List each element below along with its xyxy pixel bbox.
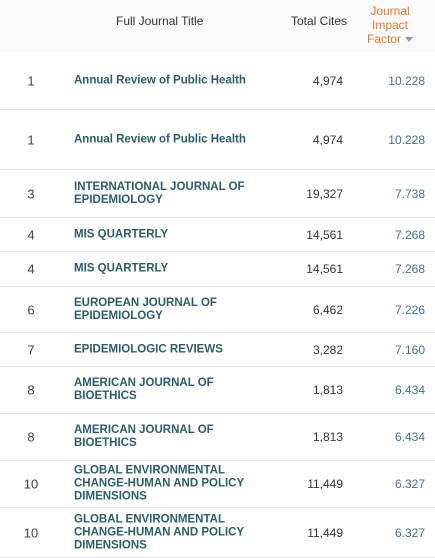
- total-cites: 4,974: [312, 132, 343, 147]
- journal-title[interactable]: EPIDEMIOLOGIC REVIEWS: [74, 343, 223, 355]
- impact-factor: 6.327: [394, 477, 425, 491]
- impact-factor: 6.434: [394, 383, 425, 397]
- rank: 4: [27, 261, 35, 277]
- table-row: 1 Annual Review of Public Health 4,974 10.2…: [0, 110, 435, 170]
- rank: 3: [27, 186, 35, 201]
- journal-title[interactable]: MIS QUARTERLY: [74, 228, 169, 240]
- impact-factor: 7.226: [394, 302, 425, 317]
- total-cites: 3,282: [312, 342, 343, 357]
- impact-factor: 6.327: [394, 525, 425, 540]
- table-row: 8 AMERICAN JOURNAL OF BIOETHICS 1,813 6.434: [0, 367, 435, 414]
- column-header[interactable]: Full Journal Title: [116, 14, 204, 28]
- journal-title[interactable]: INTERNATIONAL JOURNAL OF EPIDEMIOLOGY: [74, 180, 245, 206]
- column-header-text[interactable]: Journal Impact Factor: [366, 4, 410, 46]
- sort-arrow[interactable]: [405, 37, 413, 43]
- table-row: 10 GLOBAL ENVIRONMENTAL CHANGE-HUMAN AND …: [0, 461, 435, 508]
- table-row: 4 MIS QUARTERLY 14,561 7.268: [0, 252, 435, 287]
- rank: 1: [27, 73, 35, 88]
- total-cites: 11,449: [307, 525, 343, 540]
- impact-factor: 7.160: [394, 342, 425, 357]
- journal-title[interactable]: GLOBAL ENVIRONMENTAL CHANGE-HUMAN AND PO…: [74, 464, 244, 503]
- impact-factor: 6.434: [394, 430, 425, 444]
- rank: 10: [23, 476, 39, 492]
- impact-factor: 7.738: [394, 186, 425, 201]
- rank: 7: [27, 342, 35, 357]
- rank: 10: [23, 525, 39, 540]
- impact-factor: 10.228: [388, 132, 425, 147]
- rank: 8: [27, 382, 35, 398]
- table-row: 7 EPIDEMIOLOGIC REVIEWS 3,282 7.160: [0, 333, 435, 367]
- impact-factor: 10.228: [388, 73, 425, 88]
- table-row: 1 Annual Review of Public Health 4,974 10.2…: [0, 52, 435, 110]
- rank: 8: [27, 429, 35, 445]
- total-cites: 19,327: [306, 186, 343, 201]
- journal-title[interactable]: AMERICAN JOURNAL OF BIOETHICS: [74, 377, 214, 402]
- impact-factor: 7.268: [394, 227, 425, 242]
- total-cites: 4,974: [312, 73, 343, 88]
- journal-title[interactable]: MIS QUARTERLY: [74, 262, 169, 275]
- column-header[interactable]: Total Cites: [290, 14, 347, 28]
- table-row: 6 EUROPEAN JOURNAL OF EPIDEMIOLOGY 6,462 7.…: [0, 287, 435, 333]
- total-cites: 1,813: [312, 430, 343, 444]
- total-cites: 11,449: [307, 477, 343, 491]
- total-cites: 14,561: [306, 227, 343, 242]
- impact-factor: 7.268: [394, 262, 425, 276]
- table-row: 4 MIS QUARTERLY 14,561 7.268: [0, 218, 435, 252]
- table-row: 10 GLOBAL ENVIRONMENTAL CHANGE-HUMAN AND …: [0, 508, 435, 558]
- rank: 6: [27, 302, 35, 317]
- journal-title[interactable]: Annual Review of Public Health: [74, 74, 246, 86]
- total-cites: 6,462: [312, 302, 343, 317]
- rank: 1: [27, 132, 35, 147]
- rank: 4: [27, 227, 35, 242]
- total-cites: 14,561: [306, 262, 343, 276]
- journal-title[interactable]: EUROPEAN JOURNAL OF EPIDEMIOLOGY: [74, 296, 217, 322]
- table-row: 3 INTERNATIONAL JOURNAL OF EPIDEMIOLOGY 19…: [0, 170, 435, 218]
- column-header-sorted[interactable]: Journal Impact Factor: [355, 4, 425, 46]
- table-row: 8 AMERICAN JOURNAL OF BIOETHICS 1,813 6.434: [0, 414, 435, 461]
- journal-title[interactable]: Annual Review of Public Health: [74, 133, 246, 145]
- journal-title[interactable]: GLOBAL ENVIRONMENTAL CHANGE-HUMAN AND PO…: [74, 513, 244, 551]
- journal-title[interactable]: AMERICAN JOURNAL OF BIOETHICS: [74, 424, 214, 449]
- total-cites: 1,813: [312, 383, 343, 397]
- table-header: Full Journal Title Total Cites Journal I…: [0, 0, 435, 53]
